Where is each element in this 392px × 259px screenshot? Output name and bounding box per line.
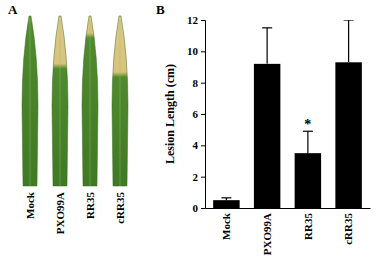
bar: [254, 64, 280, 208]
leaf: [112, 16, 128, 186]
bar: [295, 153, 321, 208]
x-tick: Mock: [220, 208, 232, 240]
x-tick: RR35: [302, 208, 314, 240]
error-bar: [303, 131, 313, 153]
y-tick-mark: [201, 114, 205, 115]
figure: A Mock PXO99A RR35 cRR35 B 0 2 4 6 8 10 12 Mock PXO99A…: [0, 0, 392, 259]
x-tick-label: cRR35: [342, 213, 354, 245]
annotation: *: [304, 117, 311, 132]
y-tick: 12: [187, 14, 205, 26]
x-tick-label: Mock: [220, 212, 232, 240]
panel-letter: B: [156, 2, 165, 17]
leaf: [82, 16, 98, 186]
y-tick-mark: [201, 51, 205, 52]
x-axis-line: [206, 208, 371, 209]
leaf: [22, 16, 38, 186]
error-stem: [307, 131, 308, 153]
y-tick: 2: [193, 171, 206, 183]
y-axis-title: Lesion Length (cm): [163, 64, 177, 164]
y-tick: 10: [187, 45, 205, 57]
y-tick: 0: [193, 202, 206, 214]
leaf-label: RR35: [84, 192, 96, 219]
y-tick-label: 6: [193, 108, 199, 120]
x-tick: PXO99A: [261, 208, 273, 255]
panel-letter: A: [8, 2, 18, 17]
y-tick-mark: [201, 83, 205, 84]
error-stem: [348, 20, 349, 62]
error-bar: [221, 198, 231, 200]
leaf-label: cRR35: [114, 192, 126, 224]
y-tick-mark: [201, 177, 205, 178]
x-tick-label: RR35: [302, 213, 314, 240]
y-tick-label: 8: [193, 77, 199, 89]
y-tick-label: 4: [193, 139, 199, 151]
y-tick: 4: [193, 139, 206, 151]
y-axis-line: [201, 21, 206, 209]
leaf-label: Mock: [24, 191, 36, 219]
error-stem: [267, 28, 268, 64]
leaf: [52, 16, 68, 186]
y-tick: 8: [193, 77, 206, 89]
error-cap: [262, 27, 272, 28]
leaf-label: PXO99A: [54, 192, 66, 234]
y-tick: 6: [193, 108, 206, 120]
y-tick-label: 12: [187, 14, 199, 26]
leaf-vein: [60, 20, 61, 186]
leaves: [22, 16, 128, 186]
bar: [335, 62, 361, 208]
leaf-vein: [90, 20, 91, 186]
error-bar: [344, 20, 354, 62]
y-axis: 0 2 4 6 8 10 12: [187, 14, 206, 214]
x-axis: Mock PXO99A RR35 cRR35: [206, 208, 371, 255]
y-tick-mark: [201, 208, 205, 209]
error-bar: [262, 28, 272, 64]
error-cap: [344, 20, 354, 21]
bar: [213, 200, 239, 208]
y-tick-label: 2: [193, 171, 199, 183]
plot-area: [213, 20, 362, 208]
y-tick-mark: [201, 20, 205, 21]
x-tick: cRR35: [342, 208, 354, 245]
y-tick-label: 0: [193, 202, 199, 214]
y-tick-label: 10: [187, 45, 199, 57]
leaf-vein: [30, 20, 31, 186]
leaf-vein: [120, 20, 121, 186]
x-tick-label: PXO99A: [261, 213, 273, 255]
y-tick-mark: [201, 145, 205, 146]
error-cap: [221, 197, 231, 198]
